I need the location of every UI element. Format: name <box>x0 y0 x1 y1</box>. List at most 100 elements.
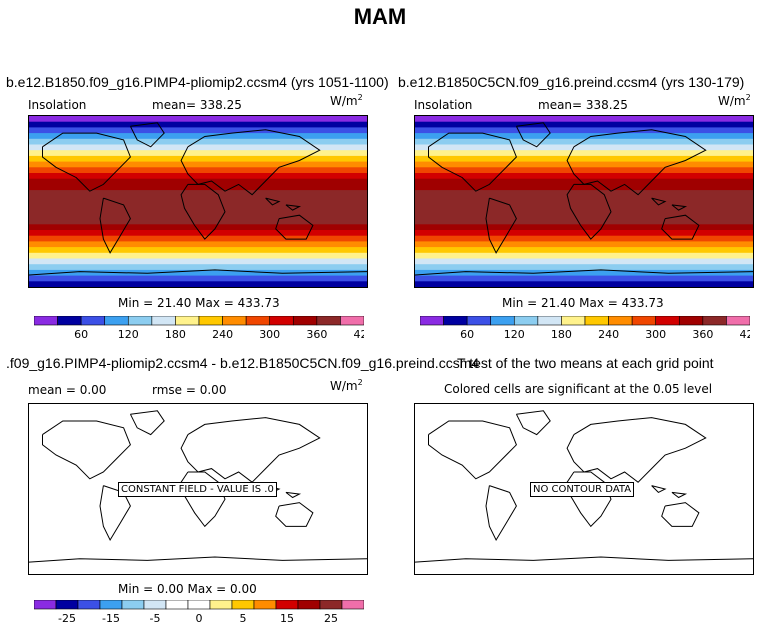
colorbar-cell <box>80 316 106 326</box>
insolation-band <box>415 241 753 248</box>
colorbar-tick-label: 0 <box>196 612 203 625</box>
insolation-band <box>29 252 367 259</box>
insolation-band <box>29 207 367 214</box>
panel1-mean: mean= 338.25 <box>152 98 242 112</box>
insolation-band <box>29 230 367 237</box>
coastline <box>42 132 131 192</box>
insolation-band <box>29 235 367 242</box>
colorbar-tick-label: 300 <box>645 328 666 341</box>
colorbar-cell <box>608 316 633 326</box>
insolation-band <box>415 207 753 214</box>
coastline <box>671 204 688 211</box>
coastline <box>651 197 667 206</box>
colorbar-tick-label: 180 <box>165 328 186 341</box>
colorbar-cell <box>151 316 176 326</box>
colorbar-cell <box>537 316 562 326</box>
colorbar-cell <box>269 316 294 326</box>
insolation-band <box>29 201 367 208</box>
coastline <box>265 197 281 206</box>
coastline <box>285 491 302 499</box>
panel3-colorbar-svg: -25 -15 -5 0 5 15 25 <box>34 600 364 625</box>
insolation-band <box>29 167 367 174</box>
insolation-band <box>415 161 753 168</box>
panel3-units: W/m2 <box>330 378 363 393</box>
panel2-colorbar-svg: 60 120 180 240 300 360 420 <box>420 316 750 341</box>
insolation-band <box>415 173 753 180</box>
colorbar-cell <box>584 316 609 326</box>
insolation-band <box>29 173 367 180</box>
colorbar-tick-label: -25 <box>58 612 76 625</box>
coastline <box>485 485 517 542</box>
coastline <box>42 420 131 480</box>
coastline <box>428 132 517 192</box>
insolation-band <box>29 269 367 277</box>
insolation-band <box>415 224 753 231</box>
colorbar-cell <box>316 316 341 326</box>
panel1-variable: Insolation <box>28 98 87 112</box>
insolation-band <box>415 133 753 140</box>
coastline <box>180 471 226 528</box>
colorbar-tick-label: 25 <box>324 612 338 625</box>
insolation-band <box>415 218 753 225</box>
insolation-band <box>29 212 367 220</box>
panel4-map-svg <box>415 410 753 563</box>
insolation-band <box>29 116 367 123</box>
colorbar-tick-label: 60 <box>460 328 474 341</box>
insolation-band <box>29 178 367 185</box>
colorbar-cell <box>187 600 211 610</box>
colorbar-tick-label: -15 <box>102 612 120 625</box>
panel2-minmax: Min = 21.40 Max = 433.73 <box>502 296 664 310</box>
panel1-units: W/m2 <box>330 93 363 108</box>
colorbar-tick-label: 420 <box>354 328 365 341</box>
coastline <box>29 556 367 563</box>
panel4-map <box>414 403 754 575</box>
insolation-band <box>415 167 753 174</box>
colorbar-tick-label: 240 <box>212 328 233 341</box>
colorbar-cell <box>292 316 318 326</box>
panel3-title: .f09_g16.PIMP4-pliomip2.ccsm4 - b.e12.B1… <box>6 355 480 371</box>
insolation-band <box>415 264 753 271</box>
insolation-band <box>29 138 367 145</box>
colorbar-tick-label: 360 <box>692 328 713 341</box>
insolation-band <box>29 121 367 128</box>
colorbar-cell <box>466 316 492 326</box>
insolation-band <box>29 161 367 168</box>
colorbar-cell <box>655 316 680 326</box>
coastline <box>415 556 753 563</box>
panel3-rmse: rmse = 0.00 <box>152 383 227 397</box>
panel2-map-svg <box>415 116 753 287</box>
insolation-band <box>29 150 367 157</box>
colorbar-cell <box>726 316 750 326</box>
colorbar-cell <box>513 316 539 326</box>
insolation-band <box>415 184 753 191</box>
insolation-band <box>415 155 753 163</box>
panel2-units: W/m2 <box>718 93 751 108</box>
panel4-annotation: NO CONTOUR DATA <box>530 482 635 497</box>
insolation-band <box>29 195 367 202</box>
panel2-colorbar: 60 120 180 240 300 360 420 <box>420 316 750 346</box>
panel4-coastlines <box>415 410 753 563</box>
coastline <box>180 417 321 483</box>
coastline <box>180 183 226 240</box>
coastline <box>566 471 612 528</box>
coastline <box>180 129 321 196</box>
insolation-band <box>415 247 753 254</box>
panel2-mean: mean= 338.25 <box>538 98 628 112</box>
coastline <box>129 122 165 148</box>
coastline <box>661 214 700 240</box>
coastline <box>428 420 517 480</box>
panel2-title: b.e12.B1850C5CN.f09_g16.preind.ccsm4 (yr… <box>398 74 745 90</box>
panel3-colorbar: -25 -15 -5 0 5 15 25 <box>34 600 364 627</box>
colorbar-cell <box>77 600 101 610</box>
colorbar-tick-label: 120 <box>118 328 139 341</box>
colorbar-tick-label: 60 <box>74 328 88 341</box>
colorbar-cell <box>631 316 657 326</box>
coastline <box>99 197 131 254</box>
colorbar-cell <box>443 316 468 326</box>
colorbar-cell <box>561 316 586 326</box>
insolation-band <box>29 281 367 287</box>
insolation-band <box>29 258 367 265</box>
insolation-band <box>415 230 753 237</box>
panel1-coastlines <box>29 122 367 276</box>
colorbar-tick-label: 300 <box>259 328 280 341</box>
